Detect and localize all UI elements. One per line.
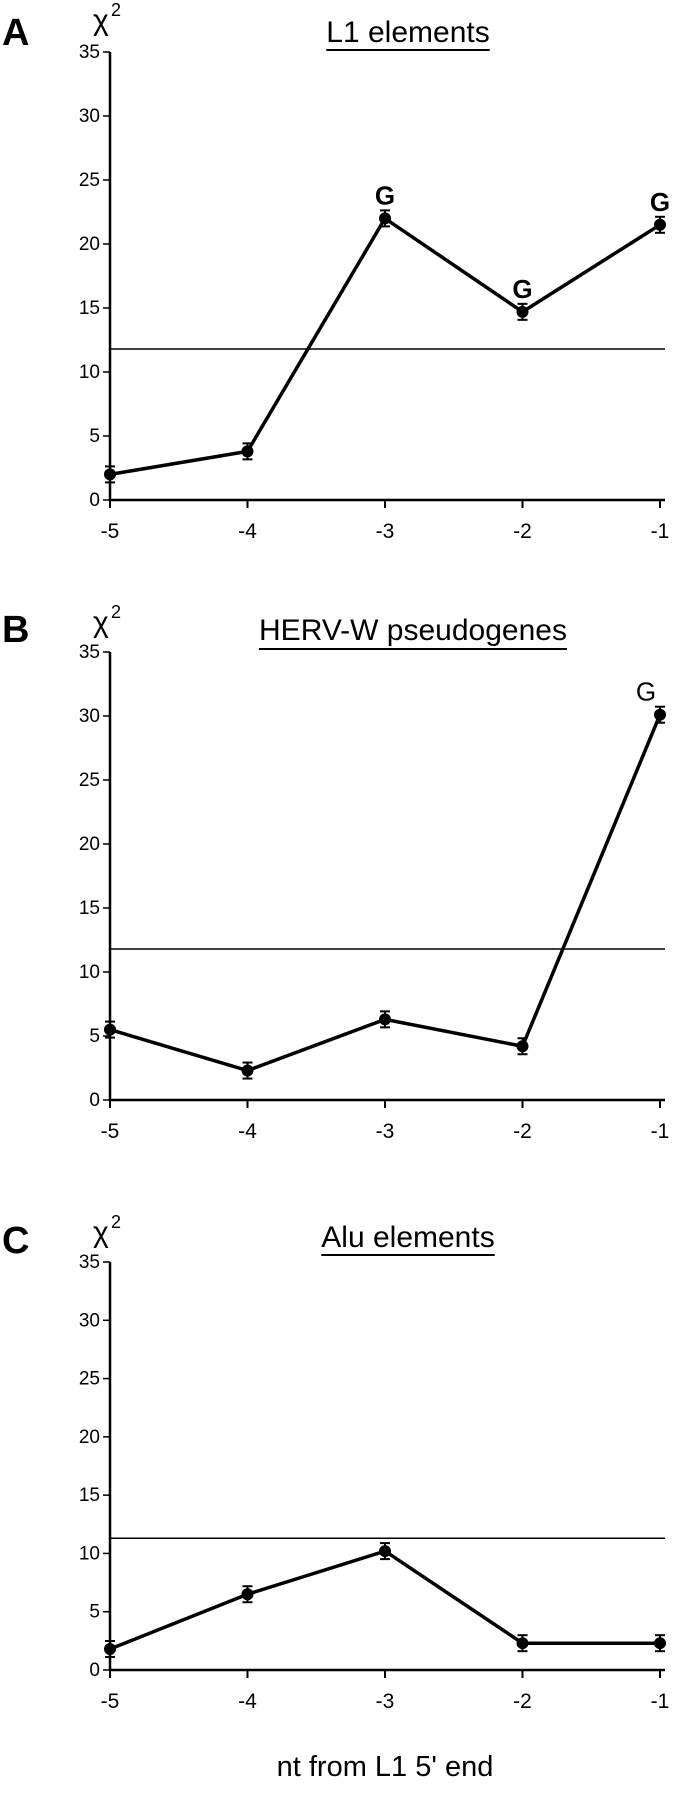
data-point (241, 445, 254, 458)
y-axis-label: χ (93, 606, 109, 639)
data-point (516, 305, 529, 318)
y-tick-label: 30 (79, 1310, 100, 1331)
y-axis-label-superscript: 2 (111, 602, 121, 622)
y-tick-label: 0 (89, 490, 100, 511)
y-tick-label: 20 (79, 834, 100, 855)
y-axis-label: χ (93, 4, 109, 37)
y-tick-label: 10 (79, 962, 100, 983)
data-point (516, 1040, 529, 1053)
data-point (379, 212, 391, 225)
x-tick-label: -1 (651, 520, 670, 543)
x-axis-label: nt from L1 5' end (277, 1751, 494, 1783)
y-tick-label: 35 (79, 42, 100, 63)
y-tick-label: 35 (79, 642, 100, 663)
x-tick-label: -5 (101, 1690, 120, 1713)
x-tick-label: -3 (376, 1690, 395, 1713)
y-tick-label: 25 (79, 1369, 100, 1390)
y-axis-label-superscript: 2 (111, 0, 121, 20)
data-point (241, 1588, 254, 1601)
chart-title: HERV-W pseudogenes (259, 614, 567, 647)
data-point (654, 218, 666, 231)
y-tick-label: 15 (79, 898, 100, 919)
chart-title: L1 elements (326, 16, 489, 49)
series-line (109, 1549, 660, 1651)
chart-title: Alu elements (321, 1221, 494, 1254)
data-point (104, 1643, 116, 1656)
x-tick-label: -2 (513, 1120, 532, 1143)
series-line (109, 216, 661, 477)
y-tick-label: 5 (89, 1026, 100, 1047)
y-tick-label: 10 (79, 1543, 100, 1564)
point-label: G (512, 274, 532, 304)
data-point (241, 1064, 254, 1077)
x-tick-label: -5 (101, 520, 120, 543)
x-tick-label: -2 (513, 1690, 532, 1713)
y-tick-label: 5 (89, 426, 100, 447)
y-axis-label: χ (93, 1216, 109, 1249)
x-tick-label: -4 (238, 1690, 257, 1713)
x-tick-label: -3 (376, 520, 395, 543)
y-tick-label: 20 (79, 234, 100, 255)
x-tick-label: -1 (651, 1690, 670, 1713)
panel-letter: C (2, 1220, 29, 1262)
panel-letter: B (2, 609, 29, 651)
data-point (104, 1023, 116, 1036)
y-axis-label-superscript: 2 (111, 1212, 121, 1232)
y-tick-label: 30 (79, 106, 100, 127)
y-tick-label: 25 (79, 770, 100, 791)
y-tick-label: 20 (79, 1427, 100, 1448)
point-label: G (650, 187, 670, 217)
data-point (654, 708, 666, 721)
data-point (654, 1637, 666, 1650)
y-tick-label: 15 (79, 298, 100, 319)
x-tick-label: -4 (238, 520, 257, 543)
data-point (379, 1013, 391, 1026)
y-tick-label: 0 (89, 1660, 100, 1681)
y-tick-label: 5 (89, 1602, 100, 1623)
point-label: G (375, 180, 395, 210)
data-point (516, 1637, 529, 1650)
y-tick-label: 0 (89, 1090, 100, 1111)
x-tick-label: -2 (513, 520, 532, 543)
x-tick-label: -3 (376, 1120, 395, 1143)
y-tick-label: 10 (79, 362, 100, 383)
y-tick-label: 25 (79, 170, 100, 191)
y-tick-label: 15 (79, 1485, 100, 1506)
y-tick-label: 30 (79, 706, 100, 727)
x-tick-label: -5 (101, 1120, 120, 1143)
point-label: G (636, 677, 656, 707)
panel-letter: A (2, 12, 29, 54)
x-tick-label: -1 (651, 1120, 670, 1143)
x-tick-label: -4 (238, 1120, 257, 1143)
data-point (379, 1545, 391, 1558)
y-tick-label: 35 (79, 1252, 100, 1273)
data-point (104, 468, 116, 481)
